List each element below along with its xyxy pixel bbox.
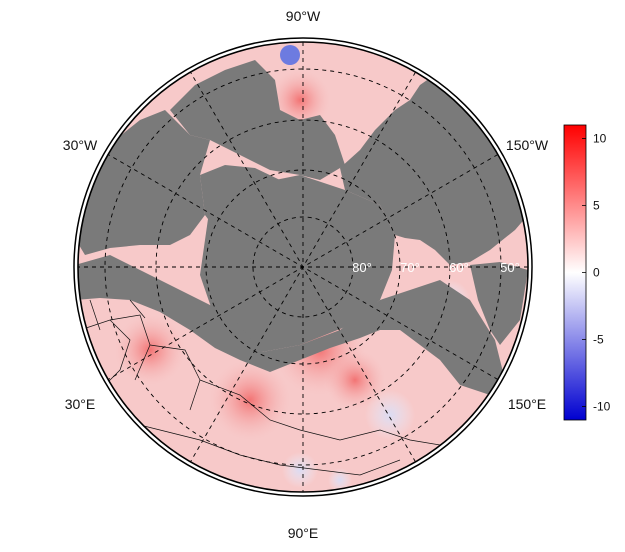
colorbar-tick-label: 0 bbox=[593, 266, 600, 280]
map-inner-rim bbox=[77, 41, 529, 493]
colorbar-tick-label: 5 bbox=[593, 198, 600, 212]
country-border bbox=[89, 299, 101, 331]
label-150w: 150°W bbox=[506, 137, 549, 153]
map-disk bbox=[78, 42, 528, 492]
label-90w: 90°W bbox=[286, 8, 321, 24]
anomaly-patch bbox=[365, 390, 415, 440]
anomaly-patch bbox=[325, 350, 385, 410]
greenland-land bbox=[200, 165, 300, 255]
label-30e: 30°E bbox=[65, 396, 96, 412]
graticule bbox=[78, 42, 528, 492]
lat-label-70: 70° bbox=[400, 260, 420, 275]
label-90e: 90°E bbox=[288, 525, 319, 541]
country-border bbox=[109, 314, 151, 381]
anomaly-patch bbox=[210, 360, 290, 440]
country-border bbox=[199, 379, 381, 441]
colorbar-tick-label: 10 bbox=[593, 131, 607, 145]
colorbar: 10 5 0 -5 -10 bbox=[563, 124, 611, 421]
anomaly-patch bbox=[115, 315, 185, 385]
meridian-line bbox=[190, 71, 416, 463]
lat-label-80: 80° bbox=[352, 260, 372, 275]
west-edge-land bbox=[78, 110, 210, 255]
eurasia-land bbox=[78, 255, 505, 395]
latitude-circle bbox=[252, 216, 354, 318]
colorbar-tick-label: -5 bbox=[593, 333, 604, 347]
label-150e: 150°E bbox=[508, 396, 546, 412]
lat-label-50: 50° bbox=[500, 260, 520, 275]
label-30w: 30°W bbox=[63, 137, 98, 153]
land-masses bbox=[78, 60, 528, 395]
anomaly-patch bbox=[282, 452, 318, 488]
latitude-circle bbox=[155, 119, 451, 415]
country-border bbox=[149, 344, 201, 411]
lat-label-60: 60° bbox=[449, 260, 469, 275]
colorbar-ticks: 10 5 0 -5 -10 bbox=[582, 131, 611, 414]
country-border bbox=[129, 299, 146, 319]
anomaly-patch bbox=[280, 45, 300, 65]
far-east-land bbox=[470, 262, 528, 345]
anomaly-patch bbox=[328, 468, 352, 492]
country-border bbox=[79, 319, 131, 391]
colorbar-tick-label: -10 bbox=[593, 400, 611, 414]
